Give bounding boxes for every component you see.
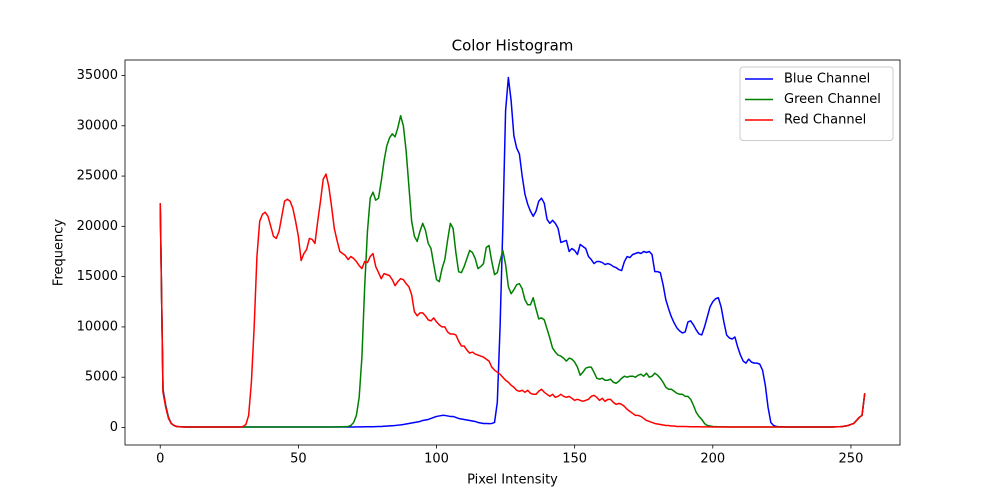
legend-label: Red Channel: [784, 113, 866, 128]
y-tick-label: 0: [110, 420, 118, 435]
legend-label: Green Channel: [784, 92, 881, 107]
legend: Blue Channel Green Channel Red Channel: [739, 66, 894, 141]
y-tick-label: 5000: [85, 370, 118, 385]
x-axis-label: Pixel Intensity: [467, 473, 558, 488]
x-tick-label: 150: [562, 452, 587, 467]
x-tick-label: 100: [424, 452, 449, 467]
x-tick-label: 0: [156, 452, 164, 467]
y-tick-label: 10000: [77, 319, 118, 334]
legend-label: Blue Channel: [784, 72, 870, 87]
chart-title: Color Histogram: [452, 37, 574, 55]
y-axis-label: Frequency: [52, 219, 67, 286]
y-tick-label: 25000: [77, 169, 118, 184]
plot-frame: [124, 59, 901, 446]
x-tick-label: 250: [839, 452, 864, 467]
y-tick-label: 20000: [77, 219, 118, 234]
x-tick-label: 200: [700, 452, 725, 467]
y-tick-label: 30000: [77, 118, 118, 133]
line: [159, 173, 866, 428]
legend-box: [739, 66, 894, 141]
y-tick-label: 35000: [77, 68, 118, 83]
y-tick-label: 15000: [77, 269, 118, 284]
x-tick-label: 50: [290, 452, 307, 467]
